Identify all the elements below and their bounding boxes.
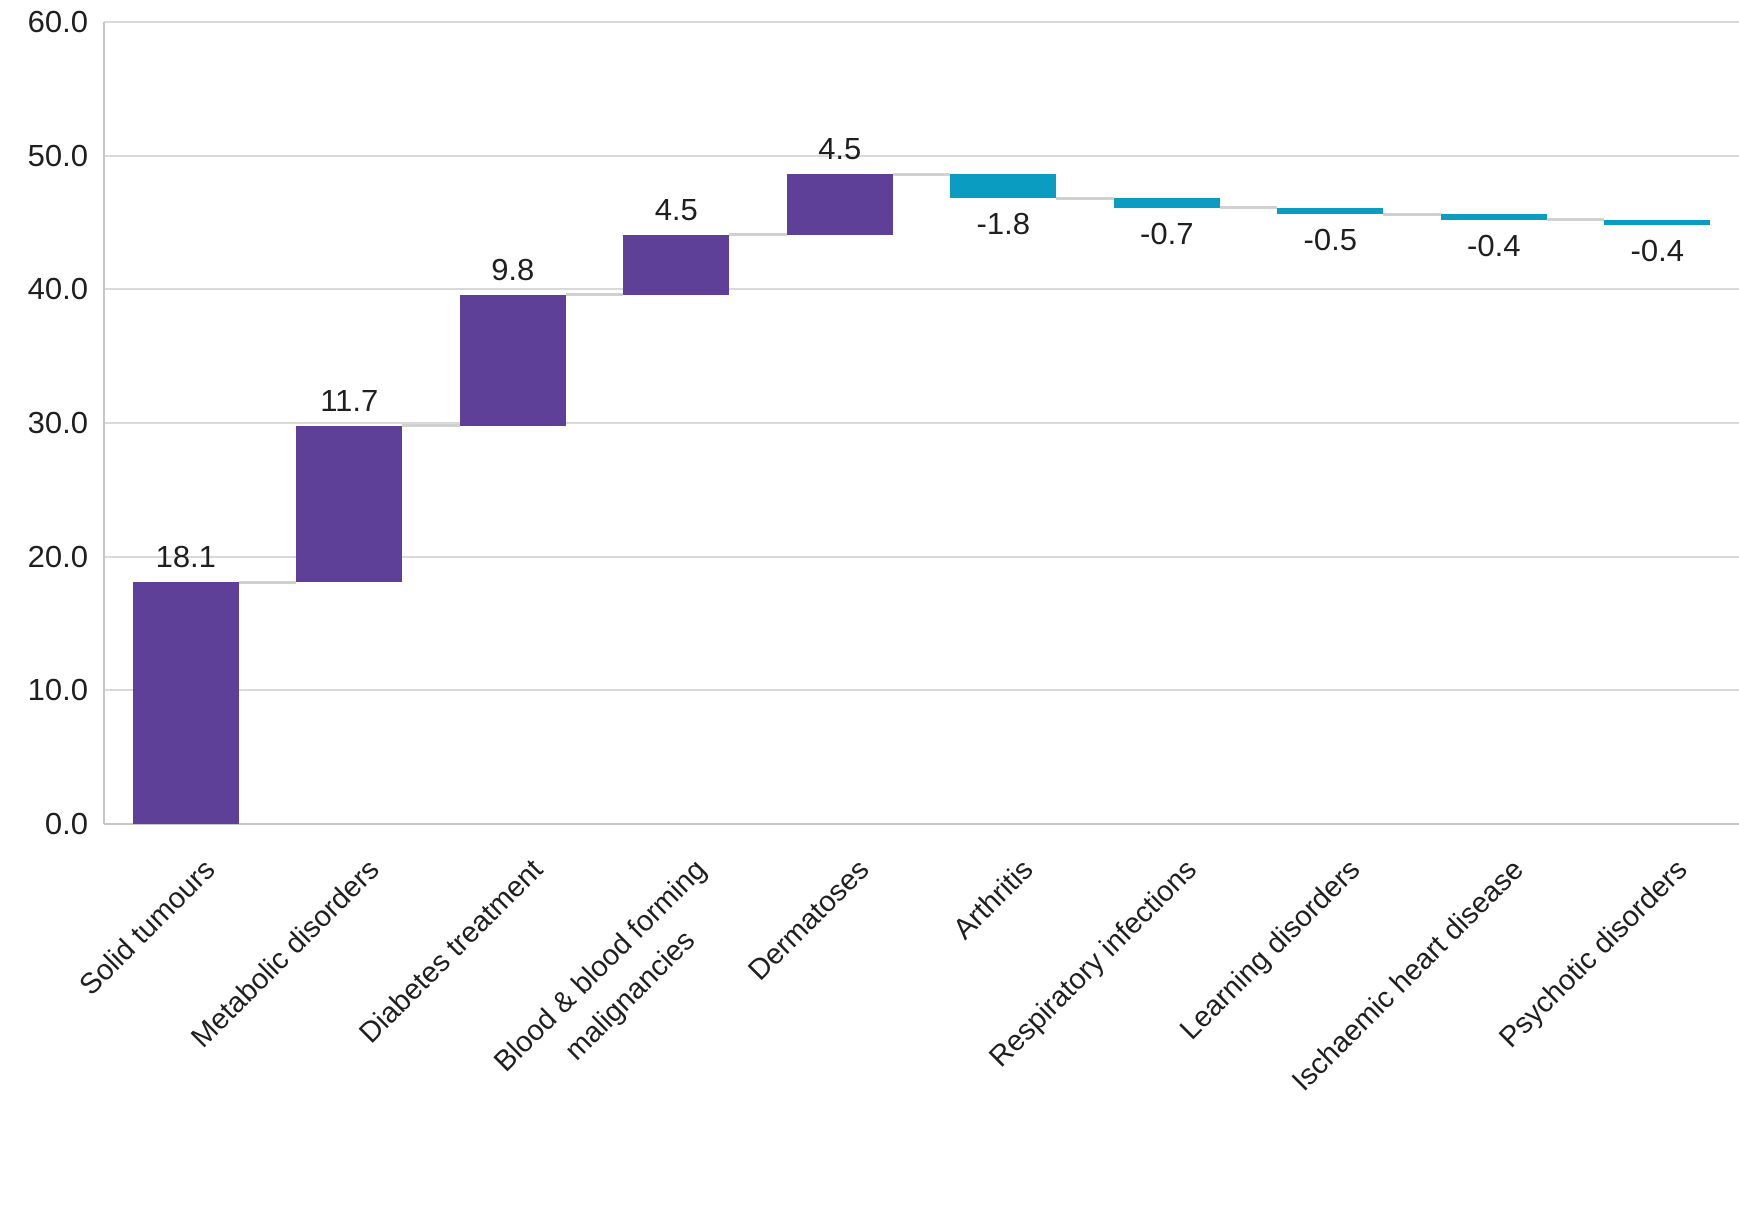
ytick-label-50-0: 50.0 (27, 137, 88, 173)
bar-learning-disorders (1277, 207, 1384, 215)
bar-arthritis (950, 174, 1057, 199)
value-label-ischaemic-heart-disease: -0.4 (1467, 227, 1521, 263)
connector-metabolic-disorders (402, 424, 460, 428)
value-label-diabetes-treatment: 9.8 (491, 251, 535, 287)
value-label-respiratory-infections: -0.7 (1140, 215, 1194, 251)
bar-solid-tumours (132, 582, 239, 824)
gridline-10 (104, 689, 1739, 692)
value-label-blood-blood-forming-malignancies: 4.5 (654, 191, 698, 227)
bar-blood-blood-forming-malignancies (623, 234, 730, 295)
ytick-label-30-0: 30.0 (27, 405, 88, 440)
gridline-20 (104, 555, 1739, 558)
value-label-solid-tumours: 18.1 (155, 539, 216, 575)
category-label-dermatoses: Dermatoses (742, 853, 876, 987)
ytick-label-40-0: 40.0 (27, 271, 88, 307)
connector-dermatoses (892, 172, 951, 176)
connector-respiratory-infections (1219, 206, 1278, 210)
ytick-label-60-0: 60.0 (27, 4, 88, 39)
bar-dermatoses (786, 174, 893, 235)
connector-ischaemic-heart-disease (1546, 218, 1605, 222)
value-label-arthritis: -1.8 (976, 206, 1030, 242)
value-label-dermatoses: 4.5 (818, 131, 862, 167)
ytick-label-0-0: 0.0 (44, 806, 88, 841)
bar-metabolic-disorders (296, 425, 403, 583)
y-axis-line (103, 22, 105, 824)
value-label-metabolic-disorders: 11.7 (320, 382, 379, 418)
gridline-30 (104, 422, 1739, 424)
gridline-40 (104, 288, 1739, 291)
bar-respiratory-infections (1113, 198, 1220, 208)
value-label-learning-disorders: -0.5 (1303, 222, 1357, 258)
connector-arthritis (1056, 196, 1114, 200)
bar-diabetes-treatment (459, 294, 566, 426)
bar-ischaemic-heart-disease (1440, 214, 1547, 220)
ytick-label-10-0: 10.0 (27, 672, 88, 708)
bar-psychotic-disorders (1604, 219, 1711, 226)
connector-learning-disorders (1383, 212, 1441, 216)
gridline-50 (104, 154, 1739, 157)
ytick-label-20-0: 20.0 (27, 538, 88, 574)
gridline-60 (104, 21, 1739, 23)
connector-solid-tumours (238, 580, 297, 584)
x-axis-line (104, 823, 1739, 825)
category-label-solid-tumours: Solid tumours (73, 853, 222, 1002)
value-label-psychotic-disorders: -0.4 (1630, 233, 1684, 269)
connector-blood-blood-forming-malignancies (729, 233, 787, 237)
connector-diabetes-treatment (565, 293, 624, 297)
category-label-arthritis: Arthritis (947, 853, 1040, 946)
